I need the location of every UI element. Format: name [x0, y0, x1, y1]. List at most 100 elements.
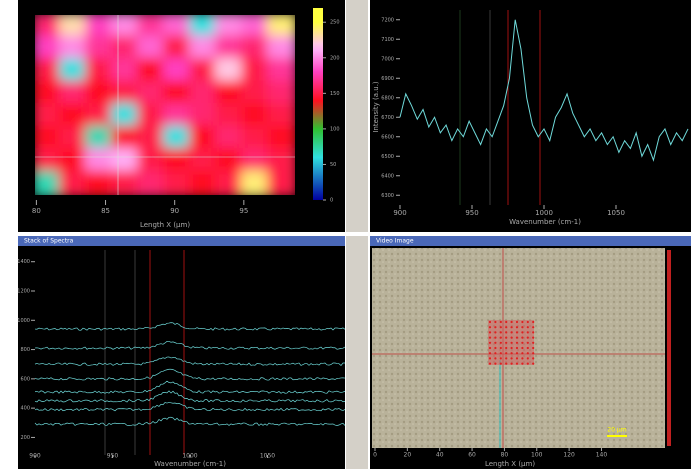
map-point	[511, 321, 513, 323]
x-tick-label: 85	[101, 207, 110, 215]
y-tick-label: 400	[20, 406, 30, 412]
y-tick-label: 6600	[381, 134, 394, 140]
heat-cell	[267, 171, 297, 198]
x-axis-label: Wavenumber (cm-1)	[154, 460, 226, 468]
x-tick-label: 40	[436, 452, 444, 459]
x-tick-label: 950	[465, 209, 478, 217]
map-point	[521, 363, 523, 365]
map-point	[494, 331, 496, 333]
map-point	[500, 326, 502, 328]
map-point	[494, 357, 496, 359]
map-point	[521, 352, 523, 354]
map-point	[505, 321, 507, 323]
map-point	[532, 321, 534, 323]
map-point	[489, 347, 491, 349]
map-point	[527, 342, 529, 344]
x-tick-label: 80	[32, 207, 41, 215]
map-point	[511, 331, 513, 333]
y-tick-label: 6300	[381, 193, 394, 199]
map-point	[516, 363, 518, 365]
y-tick-label: 1000	[17, 318, 30, 324]
map-point	[494, 342, 496, 344]
map-point	[532, 357, 534, 359]
map-point	[521, 331, 523, 333]
map-point	[532, 331, 534, 333]
heat-cell	[215, 171, 245, 198]
x-tick-label: 95	[239, 207, 248, 215]
map-point	[516, 352, 518, 354]
map-point	[527, 363, 529, 365]
y-tick-label: 1400	[17, 259, 30, 265]
colorbar	[313, 8, 323, 200]
heat-cell	[241, 171, 271, 198]
map-point	[489, 342, 491, 344]
map-point	[516, 337, 518, 339]
map-point	[489, 357, 491, 359]
map-point	[521, 337, 523, 339]
page: Stack of Spectra Video Image 20 µm Lengt…	[0, 0, 691, 473]
map-point	[500, 342, 502, 344]
colorbar-tick-label: 200	[330, 55, 340, 61]
map-point	[527, 331, 529, 333]
map-point	[505, 342, 507, 344]
window-title: Video Image	[376, 238, 414, 245]
map-point	[516, 331, 518, 333]
y-tick-label: 1200	[17, 289, 30, 295]
y-tick-label: 600	[20, 376, 30, 382]
map-point	[511, 342, 513, 344]
y-tick-label: 200	[20, 435, 30, 441]
heat-cell	[163, 171, 193, 198]
x-axis-label: Length X (µm)	[140, 221, 190, 229]
y-tick-label: 800	[20, 347, 30, 353]
colorbar-tick-label: 50	[330, 162, 336, 168]
map-point	[505, 326, 507, 328]
map-point	[516, 342, 518, 344]
x-tick-label: 120	[563, 452, 575, 459]
y-tick-label: 6900	[381, 76, 394, 82]
map-point	[532, 363, 534, 365]
colorbar-tick-label: 250	[330, 20, 340, 26]
map-point	[516, 357, 518, 359]
colorbar-tick-label: 0	[330, 198, 333, 204]
x-tick-label: 60	[468, 452, 476, 459]
x-tick-label: 80	[501, 452, 509, 459]
map-point	[489, 352, 491, 354]
scale-label: 20 µm	[607, 427, 626, 434]
map-point	[494, 321, 496, 323]
heatmap	[33, 13, 297, 197]
y-tick-label: 6500	[381, 154, 394, 160]
heat-cell	[137, 171, 167, 198]
map-point	[532, 347, 534, 349]
y-tick-label: 6800	[381, 95, 394, 101]
heat-cell	[189, 171, 219, 198]
stack-panel	[18, 246, 345, 469]
map-point	[505, 352, 507, 354]
colorbar-tick-label: 150	[330, 91, 340, 97]
map-point	[511, 347, 513, 349]
map-point	[527, 337, 529, 339]
map-point	[489, 321, 491, 323]
map-point	[532, 352, 534, 354]
y-axis-label: Intensity (a.u.)	[372, 81, 380, 133]
map-point	[532, 337, 534, 339]
colorbar-tick-label: 100	[330, 126, 340, 132]
map-point	[489, 337, 491, 339]
map-point	[489, 331, 491, 333]
map-point	[511, 363, 513, 365]
map-point	[532, 326, 534, 328]
map-point	[521, 342, 523, 344]
map-point	[527, 352, 529, 354]
x-tick-label: 1000	[535, 209, 553, 217]
heat-cell	[33, 171, 63, 198]
scrollbar	[346, 236, 368, 469]
map-point	[516, 347, 518, 349]
map-point	[494, 347, 496, 349]
map-point	[521, 321, 523, 323]
map-point	[532, 342, 534, 344]
x-tick-label: 950	[107, 453, 119, 460]
map-point	[500, 352, 502, 354]
x-tick-label: 140	[596, 452, 608, 459]
y-tick-label: 6700	[381, 115, 394, 121]
map-point	[521, 326, 523, 328]
map-grid	[488, 320, 534, 365]
